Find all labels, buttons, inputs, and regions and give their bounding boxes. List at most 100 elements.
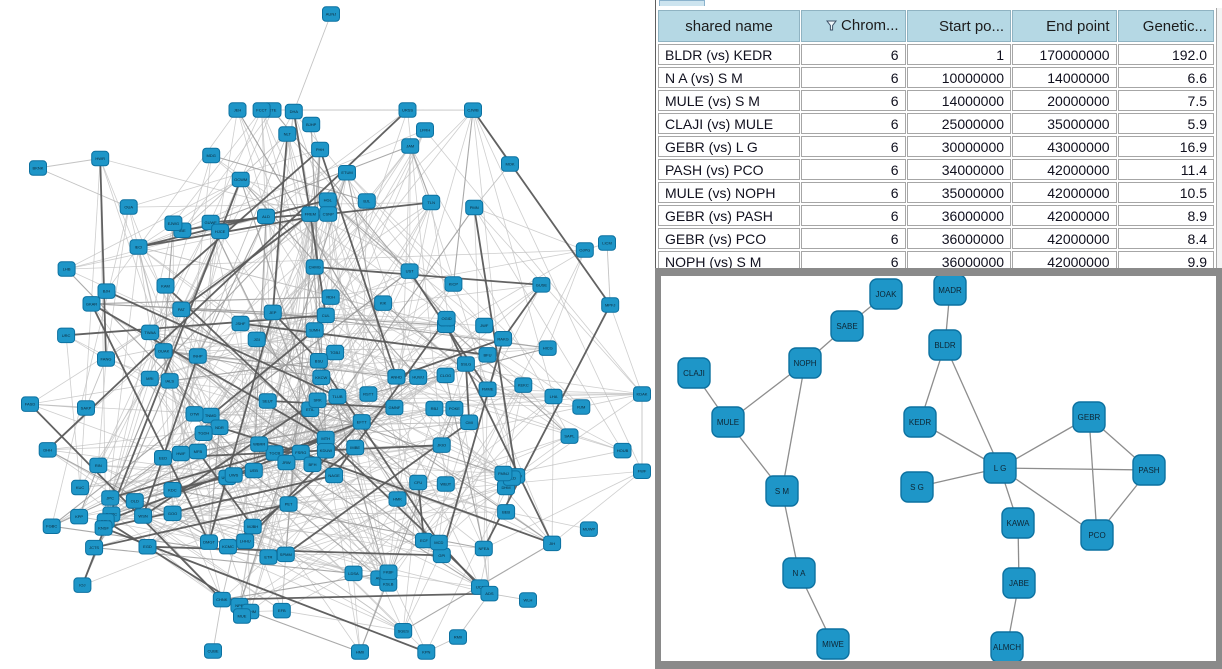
- table-cell[interactable]: 6: [801, 205, 906, 226]
- table-cell[interactable]: 35000000: [1012, 113, 1117, 134]
- network-node[interactable]: TLUB: [328, 388, 347, 405]
- network-node[interactable]: KDAK: [633, 386, 651, 402]
- network-node[interactable]: TGBJ: [326, 344, 345, 361]
- network-node-MADR[interactable]: MADR: [933, 276, 967, 306]
- network-node[interactable]: FSRG: [291, 444, 310, 461]
- network-node[interactable]: LFRH: [416, 122, 434, 138]
- network-node[interactable]: JEP: [263, 304, 282, 321]
- table-row[interactable]: GEBR (vs) PASH 6 36000000 42000000 8.9: [658, 205, 1214, 226]
- network-node[interactable]: NLT: [278, 126, 297, 142]
- network-node[interactable]: UST: [400, 263, 419, 279]
- network-node[interactable]: HJCE: [211, 223, 230, 240]
- network-node[interactable]: JEH: [228, 102, 247, 118]
- network-node[interactable]: PHH: [311, 141, 330, 158]
- network-node[interactable]: JWF: [475, 317, 494, 334]
- filter-icon[interactable]: [826, 18, 838, 35]
- column-header-chromosome[interactable]: Chrom...: [801, 10, 906, 42]
- network-node[interactable]: MDG: [202, 147, 221, 164]
- network-node[interactable]: TLN: [422, 194, 441, 211]
- table-row[interactable]: BLDR (vs) KEDR 6 1 170000000 192.0: [658, 44, 1214, 65]
- network-node[interactable]: ANHD: [387, 369, 406, 385]
- network-node[interactable]: URSS: [398, 102, 417, 118]
- network-node[interactable]: CUBE: [204, 643, 222, 659]
- table-cell[interactable]: MULE (vs) S M: [658, 90, 801, 111]
- network-node[interactable]: GUSE: [532, 277, 551, 293]
- table-cell[interactable]: 35000000: [906, 182, 1012, 203]
- network-node[interactable]: LHB: [57, 261, 76, 277]
- network-node-CLAJI[interactable]: CLAJI: [677, 357, 711, 389]
- table-row[interactable]: NOPH (vs) S M 6 36000000 42000000 9.9: [658, 251, 1214, 268]
- column-header-start-point[interactable]: Start po...: [906, 10, 1012, 42]
- table-cell[interactable]: 6: [801, 251, 906, 268]
- network-node[interactable]: EFB: [272, 602, 291, 619]
- network-node[interactable]: RAKG: [494, 331, 513, 347]
- network-node[interactable]: TGDH: [194, 425, 213, 441]
- network-node[interactable]: PET: [279, 496, 298, 512]
- network-node[interactable]: GPI: [432, 547, 451, 564]
- table-cell[interactable]: 30000000: [906, 136, 1012, 157]
- table-cell[interactable]: GEBR (vs) L G: [658, 136, 801, 157]
- network-node[interactable]: LICM: [598, 235, 616, 251]
- network-node[interactable]: CHMG: [305, 259, 324, 275]
- table-cell[interactable]: PASH (vs) PCO: [658, 159, 801, 180]
- network-node[interactable]: RIN: [89, 457, 108, 474]
- table-row[interactable]: MULE (vs) NOPH 6 35000000 42000000 10.5: [658, 182, 1214, 203]
- network-node[interactable]: TWAA: [141, 324, 160, 341]
- table-cell[interactable]: 6: [801, 67, 906, 88]
- network-node[interactable]: KKCW: [312, 369, 331, 386]
- network-node[interactable]: JCTS: [85, 539, 104, 556]
- table-cell[interactable]: 36000000: [906, 228, 1012, 249]
- network-node[interactable]: CSNP: [319, 206, 338, 222]
- network-node[interactable]: KEKC: [514, 377, 533, 393]
- table-row[interactable]: GEBR (vs) L G 6 30000000 43000000 16.9: [658, 136, 1214, 157]
- network-node[interactable]: CMI: [460, 414, 479, 430]
- network-node[interactable]: BKNK: [29, 160, 47, 176]
- network-node[interactable]: NFEA: [474, 540, 493, 557]
- network-node[interactable]: OUA: [119, 199, 138, 215]
- network-node[interactable]: CFU: [409, 474, 428, 491]
- table-cell[interactable]: 10.5: [1117, 182, 1214, 203]
- table-cell[interactable]: 42000000: [1012, 251, 1117, 268]
- network-node[interactable]: WBRR: [250, 436, 269, 452]
- network-node[interactable]: JAM: [401, 138, 420, 154]
- network-node[interactable]: IECI: [129, 239, 148, 255]
- network-node-PASH[interactable]: PASH: [1132, 454, 1166, 486]
- network-node[interactable]: KPP: [70, 508, 89, 525]
- network-node[interactable]: SGES: [394, 623, 413, 639]
- network-node[interactable]: ALD: [257, 208, 275, 225]
- network-node-GEBR[interactable]: GEBR: [1072, 401, 1106, 433]
- network-node[interactable]: MJBH: [243, 518, 262, 535]
- table-cell[interactable]: 16.9: [1117, 136, 1214, 157]
- network-node[interactable]: HGL: [318, 192, 337, 208]
- network-node[interactable]: OCWM: [231, 171, 250, 188]
- network-node[interactable]: ETUM: [338, 165, 356, 181]
- network-node[interactable]: BJH: [97, 283, 116, 299]
- network-node[interactable]: JKIO: [432, 437, 451, 453]
- network-node-BLDR[interactable]: BLDR: [928, 329, 962, 361]
- network-node[interactable]: FCCT: [252, 102, 271, 118]
- network-node[interactable]: CHNK: [212, 591, 231, 608]
- table-cell[interactable]: 6.6: [1117, 67, 1214, 88]
- table-cell[interactable]: 36000000: [906, 251, 1012, 268]
- network-node[interactable]: RDH: [321, 289, 340, 305]
- table-row[interactable]: CLAJI (vs) MULE 6 25000000 35000000 5.9: [658, 113, 1214, 134]
- table-cell[interactable]: 7.5: [1117, 90, 1214, 111]
- table-cell[interactable]: BLDR (vs) KEDR: [658, 44, 801, 65]
- network-node-S-G[interactable]: S G: [900, 471, 934, 503]
- network-node[interactable]: HWF: [171, 445, 190, 462]
- network-node[interactable]: KDUW: [316, 443, 335, 459]
- table-cell[interactable]: GEBR (vs) PCO: [658, 228, 801, 249]
- table-cell[interactable]: 34000000: [906, 159, 1012, 180]
- network-node[interactable]: HOUB: [613, 442, 632, 459]
- network-node[interactable]: FASD: [21, 396, 39, 412]
- network-node[interactable]: SEUT: [258, 393, 277, 409]
- network-node[interactable]: LDSA: [344, 565, 363, 582]
- network-node[interactable]: IMBE: [346, 439, 365, 456]
- network-node[interactable]: GOO: [163, 505, 182, 522]
- table-cell[interactable]: 11.4: [1117, 159, 1214, 180]
- table-cell[interactable]: 42000000: [1012, 182, 1117, 203]
- network-node[interactable]: FKBF: [379, 564, 398, 580]
- network-node-PCO[interactable]: PCO: [1080, 519, 1114, 551]
- network-node[interactable]: POKE: [445, 400, 464, 417]
- network-node[interactable]: OJPG: [575, 242, 594, 258]
